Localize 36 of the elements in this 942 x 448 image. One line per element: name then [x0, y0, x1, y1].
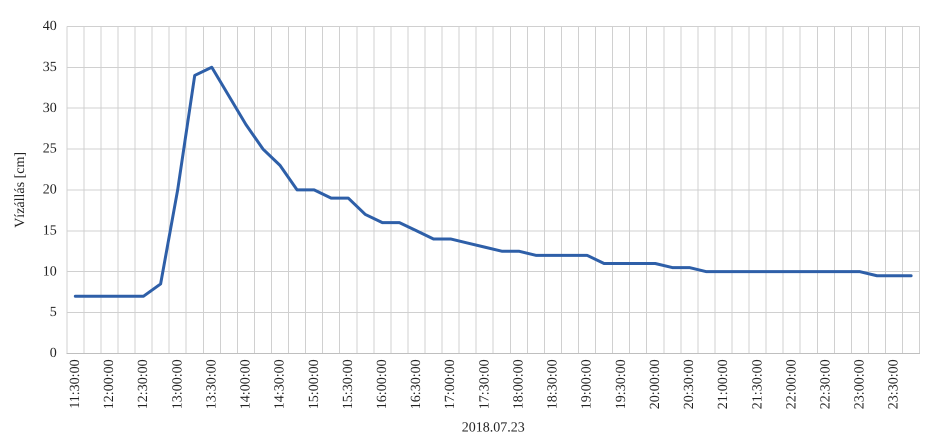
x-tick-label: 16:30:00 — [409, 359, 424, 410]
x-tick-label: 20:00:00 — [648, 359, 663, 410]
x-axis-title: 2018.07.23 — [462, 420, 525, 436]
x-tick-label: 19:00:00 — [580, 359, 595, 410]
x-tick-label: 21:00:00 — [716, 359, 732, 410]
y-tick-label: 10 — [42, 264, 57, 280]
x-tick-label: 19:30:00 — [614, 359, 629, 410]
y-tick-label: 0 — [50, 346, 57, 362]
x-tick-label: 15:00:00 — [306, 359, 322, 410]
x-tick-label: 14:00:00 — [238, 359, 254, 410]
y-tick-label: 15 — [42, 223, 57, 238]
x-tick-label: 11:30:00 — [68, 359, 83, 409]
y-tick-label: 35 — [42, 60, 57, 75]
y-tick-label: 25 — [42, 142, 57, 157]
y-tick-label: 40 — [42, 19, 57, 34]
x-tick-label: 14:30:00 — [272, 359, 288, 410]
x-tick-label: 16:00:00 — [375, 359, 390, 410]
y-tick-label: 30 — [42, 100, 57, 116]
x-tick-label: 23:30:00 — [886, 359, 902, 410]
x-tick-label: 13:30:00 — [204, 359, 220, 410]
x-tick-label: 17:30:00 — [477, 359, 492, 410]
x-tick-label: 18:00:00 — [511, 359, 526, 410]
y-tick-label: 20 — [42, 182, 57, 198]
x-tick-label: 13:00:00 — [170, 359, 186, 410]
x-tick-label: 20:30:00 — [682, 359, 698, 410]
x-tick-label: 17:00:00 — [443, 359, 458, 410]
x-tick-label: 21:30:00 — [750, 359, 766, 410]
x-tick-label: 23:00:00 — [852, 359, 868, 410]
x-tick-label: 12:00:00 — [102, 359, 118, 410]
y-axis-title: Vízállás [cm] — [13, 152, 28, 228]
x-tick-label: 18:30:00 — [546, 359, 561, 410]
y-tick-label: 5 — [50, 305, 57, 320]
x-tick-label: 15:30:00 — [340, 359, 356, 410]
x-tick-label: 22:30:00 — [818, 359, 834, 410]
x-tick-label: 12:30:00 — [136, 359, 152, 410]
x-tick-label: 22:00:00 — [784, 359, 800, 410]
